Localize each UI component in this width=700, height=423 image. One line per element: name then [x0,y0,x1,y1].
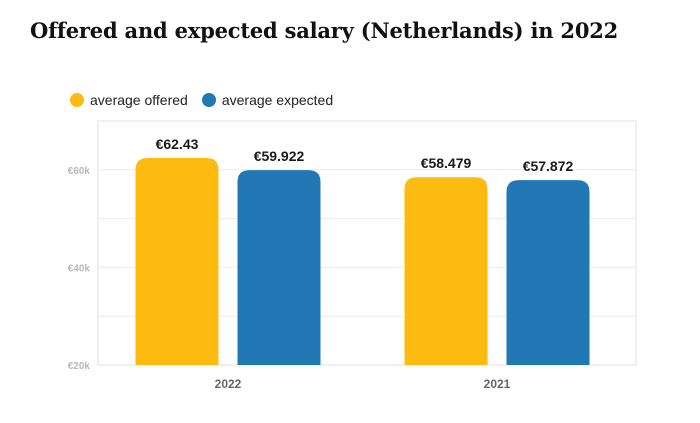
x-category-label: 2022 [215,377,242,391]
x-category-label: 2021 [484,377,511,391]
legend-item-expected: average expected [201,92,334,108]
legend-label-offered: average offered [90,92,188,108]
bar-offered-2022 [135,157,219,365]
plot-frame [97,120,637,366]
y-tick-label: €20k [68,361,91,372]
bar-expected-2022 [237,170,321,365]
page-title: Offered and expected salary (Netherlands… [30,18,619,43]
y-tick-label: €40k [68,263,91,274]
data-label-expected-2022: €59.922 [254,148,305,164]
bar-offered-2021 [404,177,488,365]
legend-item-offered: average offered [70,92,188,108]
y-tick-label: €60k [68,166,91,177]
legend-swatch-expected [201,93,216,107]
data-label-offered-2021: €58.479 [421,155,472,171]
legend-swatch-offered [70,93,84,107]
legend-label-expected: average expected [221,92,334,108]
bar-expected-2021 [506,180,590,365]
data-label-expected-2021: €57.872 [523,158,574,174]
chart-legend: average offered average expected [70,92,347,108]
data-label-offered-2022: €62.43 [156,136,199,152]
